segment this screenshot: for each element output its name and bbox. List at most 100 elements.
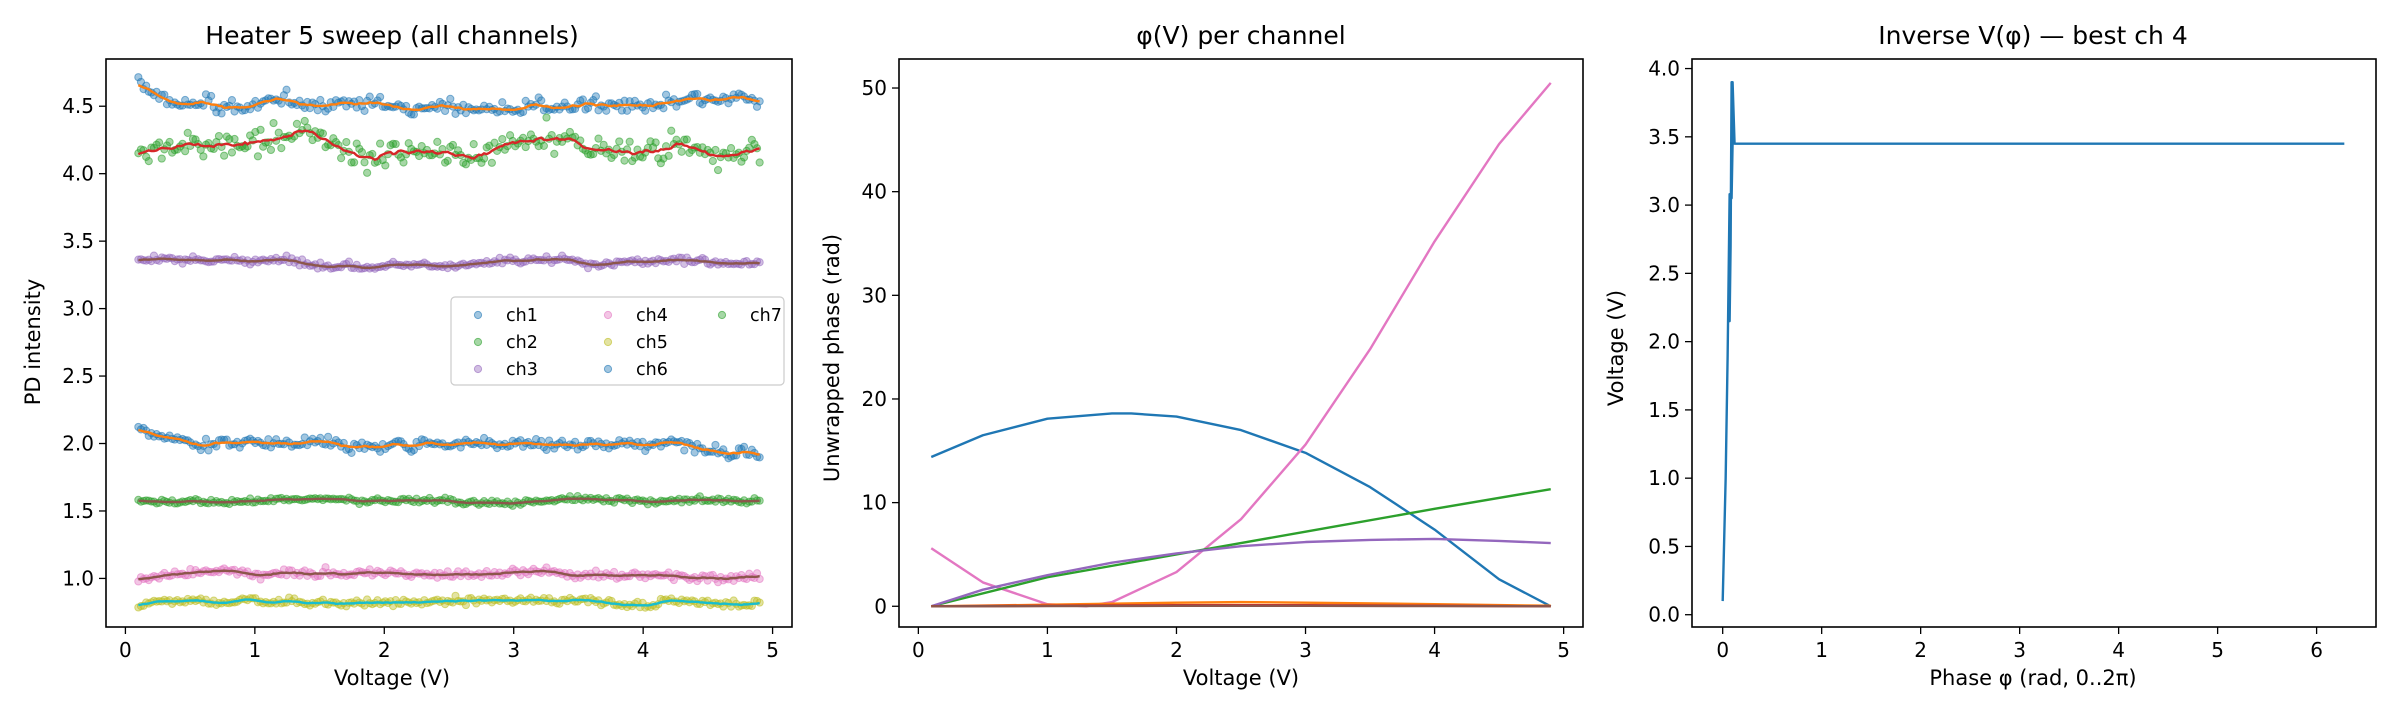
data-point xyxy=(351,159,358,166)
series-ch5 xyxy=(135,592,763,611)
data-point xyxy=(712,441,719,448)
panel-heater-sweep: Heater 5 sweep (all channels) Voltage (V… xyxy=(21,21,792,690)
y-tick-label: 0.5 xyxy=(1648,534,1680,558)
data-point xyxy=(267,146,274,153)
legend-marker xyxy=(604,311,611,318)
y-tick-label: 0.0 xyxy=(1648,603,1680,627)
y-tick-label: 3.5 xyxy=(1648,125,1680,149)
x-tick-label: 5 xyxy=(1557,638,1570,662)
data-point xyxy=(681,447,688,454)
y-tick-label: 4.5 xyxy=(62,94,94,118)
legend-marker xyxy=(474,311,481,318)
data-point xyxy=(358,149,365,156)
x-tick-label: 1 xyxy=(1041,638,1054,662)
y-tick-label: 2.0 xyxy=(62,432,94,456)
data-point xyxy=(377,93,384,100)
data-point xyxy=(714,166,721,173)
data-point xyxy=(470,141,477,148)
data-point xyxy=(278,145,285,152)
data-point xyxy=(683,136,690,143)
data-point xyxy=(652,139,659,146)
y-tick-label: 1.5 xyxy=(62,499,94,523)
y-tick-label: 3.0 xyxy=(1648,193,1680,217)
y-tick-label: 3.5 xyxy=(62,229,94,253)
data-point xyxy=(218,110,225,117)
data-point xyxy=(270,119,277,126)
y-tick-label: 1.0 xyxy=(1648,466,1680,490)
legend-marker xyxy=(604,365,611,372)
data-point xyxy=(184,129,191,136)
x-tick-label: 6 xyxy=(2310,638,2323,662)
data-point xyxy=(338,155,345,162)
data-point xyxy=(319,130,326,137)
data-point xyxy=(603,107,610,114)
y-tick-label: 2.0 xyxy=(1648,330,1680,354)
series-ch6 xyxy=(135,423,763,462)
legend-label: ch3 xyxy=(506,360,538,380)
data-point xyxy=(727,144,734,151)
legend-label: ch6 xyxy=(636,360,668,380)
data-point xyxy=(208,92,215,99)
series-ch4 xyxy=(135,564,763,586)
series-ch2 xyxy=(135,114,763,176)
data-point xyxy=(228,97,235,104)
data-point xyxy=(215,132,222,139)
legend-label: ch7 xyxy=(750,306,782,326)
y-axis-label: Unwrapped phase (rad) xyxy=(820,234,844,482)
series-line-pink xyxy=(931,83,1550,606)
data-point xyxy=(665,152,672,159)
x-axis-label: Voltage (V) xyxy=(1183,666,1299,690)
data-point xyxy=(660,105,667,112)
x-tick-label: 5 xyxy=(766,638,779,662)
y-tick-label: 40 xyxy=(862,180,887,204)
y-axis-label: Voltage (V) xyxy=(1604,290,1628,406)
data-point xyxy=(712,146,719,153)
data-point xyxy=(551,150,558,157)
y-tick-label: 1.5 xyxy=(1648,398,1680,422)
series-ch3 xyxy=(135,252,763,272)
legend-label: ch2 xyxy=(506,333,538,353)
data-point xyxy=(678,148,685,155)
data-point xyxy=(231,135,238,142)
x-tick-label: 2 xyxy=(1170,638,1183,662)
plot-frame xyxy=(899,59,1583,627)
data-point xyxy=(668,127,675,134)
data-point xyxy=(228,149,235,156)
data-point xyxy=(447,95,454,102)
legend-label: ch1 xyxy=(506,306,538,326)
data-point xyxy=(444,157,451,164)
x-tick-label: 4 xyxy=(2112,638,2125,662)
data-point xyxy=(626,138,633,145)
data-point xyxy=(579,96,586,103)
data-point xyxy=(621,157,628,164)
series-ch7 xyxy=(135,493,763,510)
data-point xyxy=(283,86,290,93)
x-tick-label: 4 xyxy=(1428,638,1441,662)
y-tick-label: 50 xyxy=(862,76,887,100)
legend-marker xyxy=(474,365,481,372)
panel-title: Inverse V(φ) — best ch 4 xyxy=(1878,21,2188,50)
data-point xyxy=(156,139,163,146)
data-point xyxy=(254,153,261,160)
legend-marker xyxy=(604,338,611,345)
data-point xyxy=(595,135,602,142)
data-point xyxy=(293,120,300,127)
panel-title: φ(V) per channel xyxy=(1136,21,1345,50)
data-point xyxy=(756,159,763,166)
data-point xyxy=(499,99,506,106)
data-point xyxy=(301,117,308,124)
data-point xyxy=(257,126,264,133)
data-point xyxy=(392,140,399,147)
data-point xyxy=(543,114,550,121)
series-line-blue xyxy=(931,413,1550,606)
x-tick-label: 5 xyxy=(2211,638,2224,662)
data-point xyxy=(434,138,441,145)
data-point xyxy=(377,140,384,147)
y-axis-label: PD intensity xyxy=(21,279,45,406)
data-point xyxy=(462,601,469,608)
x-tick-label: 0 xyxy=(1716,638,1729,662)
y-tick-label: 0 xyxy=(874,594,887,618)
y-tick-label: 30 xyxy=(862,283,887,307)
